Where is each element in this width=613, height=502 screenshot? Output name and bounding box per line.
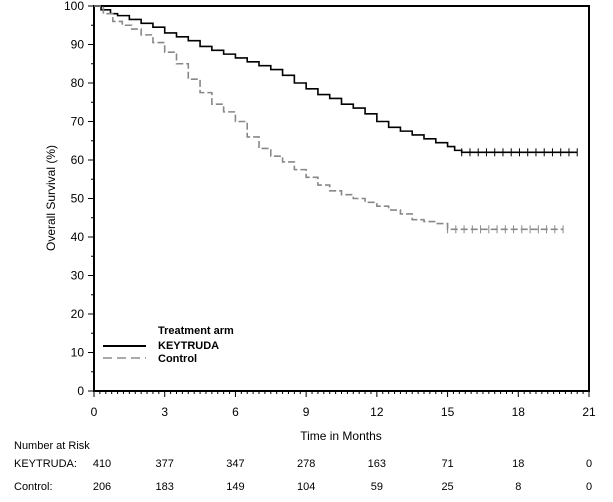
axes: 0 10 20 30 40 50 60 70 80 90 100 0 3 6 9 12 15 18 21 — [64, 0, 596, 419]
y-tick-label: 50 — [71, 192, 85, 206]
risk-value: 183 — [155, 481, 174, 493]
risk-value: 149 — [226, 481, 245, 493]
x-tick-label: 3 — [161, 405, 168, 419]
x-tick-label: 6 — [232, 405, 239, 419]
risk-value: 278 — [296, 458, 316, 470]
y-tick-label: 80 — [71, 76, 85, 90]
risk-value: 163 — [367, 458, 387, 470]
x-tick-label: 21 — [582, 405, 596, 419]
risk-value: 104 — [296, 481, 316, 493]
risk-value: 0 — [585, 481, 593, 493]
x-axis-title: Time in Months — [300, 429, 382, 443]
y-tick-label: 20 — [71, 307, 85, 321]
x-tick-label: 0 — [91, 405, 98, 419]
y-tick-label: 60 — [71, 153, 85, 167]
risk-value: 18 — [512, 458, 525, 470]
survival-curve-control — [94, 5, 564, 231]
risk-value: 410 — [92, 458, 112, 470]
y-tick-label: 30 — [71, 269, 85, 283]
risk-value: 8 — [515, 481, 522, 493]
risk-value: 71 — [441, 458, 454, 470]
legend: Treatment arm KEYTRUDA Control — [103, 325, 234, 365]
risk-value: 0 — [585, 458, 593, 470]
risk-row-keytruda-label: KEYTRUDA: — [14, 458, 77, 470]
survival-curve-keytruda — [94, 5, 578, 154]
risk-value: 59 — [370, 481, 383, 493]
legend-control-label: Control — [158, 353, 197, 365]
x-tick-label: 12 — [370, 405, 384, 419]
risk-value: 377 — [155, 458, 174, 470]
x-tick-label: 9 — [303, 405, 310, 419]
risk-value: 25 — [441, 481, 454, 493]
curves — [94, 5, 578, 234]
x-tick-label: 15 — [441, 405, 455, 419]
legend-keytruda-label: KEYTRUDA — [158, 340, 219, 352]
risk-row-control-label: Control: — [14, 481, 53, 493]
y-tick-label: 40 — [71, 230, 85, 244]
risk-value: 347 — [226, 458, 245, 470]
risk-table-title: Number at Risk — [14, 440, 90, 452]
y-axis-title: Overall Survival (%) — [44, 145, 58, 251]
legend-title: Treatment arm — [158, 325, 234, 337]
risk-value: 206 — [92, 481, 112, 493]
x-tick-label: 18 — [512, 405, 526, 419]
y-tick-label: 70 — [71, 115, 85, 129]
survival-chart: 0 10 20 30 40 50 60 70 80 90 100 0 3 6 9 12 15 18 21 Time … — [44, 0, 596, 443]
y-tick-label: 90 — [71, 38, 85, 52]
y-tick-label: 100 — [64, 0, 84, 13]
y-tick-label: 0 — [77, 384, 84, 398]
y-tick-label: 10 — [71, 346, 85, 360]
